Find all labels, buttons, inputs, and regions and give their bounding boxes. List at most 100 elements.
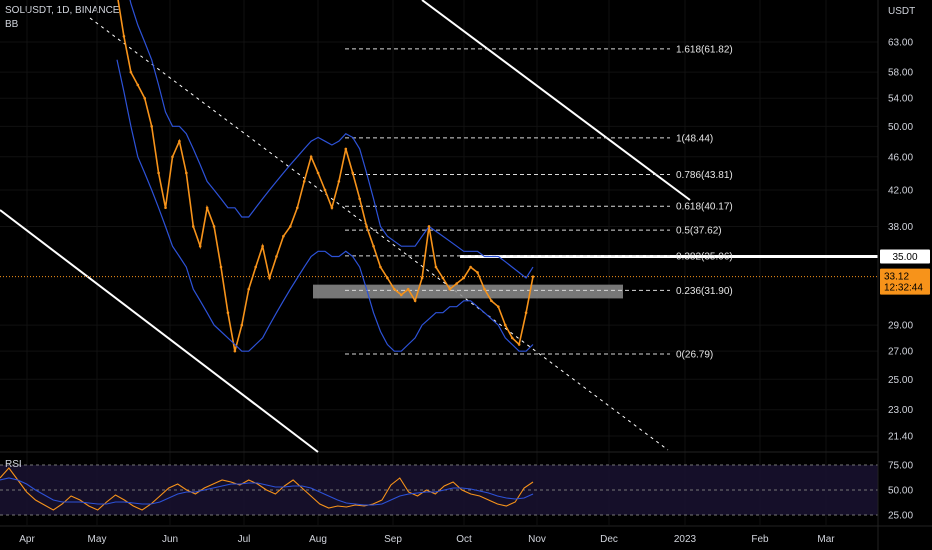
price-point — [330, 206, 334, 210]
series-line — [129, 0, 534, 279]
x-tick-label: Aug — [309, 534, 327, 545]
price-point — [129, 70, 133, 74]
x-tick-label: 2023 — [674, 534, 697, 545]
fib-level-label: 0.236(31.90) — [676, 286, 733, 297]
resistance-tag — [880, 249, 930, 264]
last-price-label: 33.12 — [884, 272, 909, 283]
price-point — [490, 299, 493, 303]
price-point — [136, 83, 140, 87]
y-tick-label: 25.00 — [888, 375, 913, 386]
price-point — [462, 276, 465, 280]
fib-level-label: 1.618(61.82) — [676, 44, 733, 55]
x-tick-label: May — [88, 534, 107, 545]
price-point — [212, 225, 216, 228]
channel-lower-line — [0, 209, 319, 453]
fib-level-label: 1(48.44) — [676, 133, 713, 144]
price-point — [247, 287, 251, 291]
indicator-label: BB — [5, 19, 19, 30]
fib-level-label: 0.786(43.81) — [676, 170, 733, 181]
price-point — [268, 276, 271, 280]
y-tick-label: 54.00 — [888, 94, 913, 105]
price-point — [150, 125, 153, 128]
price-point — [323, 188, 327, 192]
fib-retracement: 1.618(61.82) 1(48.44) 0.786(43.81) 0.618(40… — [345, 44, 733, 361]
countdown-label: 12:32:44 — [884, 283, 923, 294]
resistance-tag-label: 35.00 — [892, 252, 917, 263]
y-tick-label: 23.00 — [888, 405, 913, 416]
price-point — [399, 293, 403, 297]
price-point — [406, 287, 410, 291]
x-tick-label: Mar — [817, 534, 835, 545]
price-point — [337, 180, 341, 183]
y-tick-label: 50.00 — [888, 122, 913, 133]
price-point — [441, 276, 445, 280]
y-tick-label: 46.00 — [888, 152, 913, 163]
time-axis[interactable]: Apr May Jun Jul Aug Sep Oct Nov Dec 2023 Feb Mar — [19, 534, 835, 545]
rsi-level-label: 50.00 — [888, 486, 913, 497]
x-tick-label: Dec — [600, 534, 618, 545]
last-price-tag — [880, 268, 930, 295]
rsi-level-label: 25.00 — [888, 511, 913, 522]
price-point — [448, 287, 452, 291]
price-point — [413, 299, 417, 303]
price-point — [503, 323, 507, 327]
price-point — [344, 147, 348, 151]
price-point — [497, 305, 500, 309]
y-tick-label: 27.00 — [888, 347, 913, 358]
series-line — [116, 59, 534, 352]
price-point — [157, 171, 160, 175]
price-axis[interactable]: 63.00 58.00 54.00 50.00 46.00 42.00 38.00 29.00… — [877, 0, 930, 550]
price-point — [295, 206, 299, 210]
price-point — [510, 336, 514, 340]
y-tick-label: 38.00 — [888, 222, 913, 233]
price-point — [198, 244, 202, 248]
price-point — [316, 171, 320, 175]
x-tick-label: Jun — [162, 534, 178, 545]
price-point — [476, 271, 479, 274]
price-point — [289, 225, 292, 228]
support-zone — [313, 284, 623, 299]
price-point — [455, 282, 459, 285]
fib-level-label: 0(26.79) — [676, 350, 713, 361]
rsi-label: RSI — [5, 459, 22, 470]
drawings-layer — [0, 0, 878, 453]
dashed-trendline — [89, 17, 669, 451]
price-point — [185, 171, 188, 175]
price-point — [191, 225, 195, 228]
price-point — [226, 311, 230, 315]
price-point — [434, 265, 438, 269]
price-point — [469, 265, 472, 269]
fib-level-label: 0.382(35.06) — [676, 251, 733, 262]
price-point — [205, 206, 209, 210]
price-point — [365, 225, 368, 228]
price-point — [517, 343, 521, 346]
price-point — [254, 265, 257, 269]
price-point — [275, 255, 278, 258]
rsi-level-label: 75.00 — [888, 461, 913, 472]
rsi-series-line — [0, 467, 534, 511]
price-point — [143, 96, 147, 100]
fib-level-label: 0.618(40.17) — [676, 202, 733, 213]
price-point — [282, 234, 285, 238]
rsi-panel: 75.00 50.00 25.00 — [0, 461, 913, 522]
price-point — [219, 265, 223, 269]
price-point — [309, 155, 313, 159]
price-point — [178, 139, 181, 143]
price-point — [240, 323, 244, 327]
price-point — [351, 171, 355, 175]
chart-title: SOLUSDT, 1D, BINANCE — [5, 5, 120, 16]
fib-level-label: 0.5(37.62) — [676, 226, 722, 237]
y-tick-label: 63.00 — [888, 38, 913, 49]
series-line — [117, 0, 534, 352]
price-point — [379, 265, 382, 269]
price-point — [524, 311, 528, 315]
price-point — [427, 225, 431, 228]
price-point — [164, 206, 167, 210]
currency-label: USDT — [888, 6, 915, 17]
y-tick-label: 21.40 — [888, 432, 913, 443]
price-point — [531, 275, 535, 278]
y-tick-label: 42.00 — [888, 185, 913, 196]
price-point — [261, 244, 264, 248]
price-point — [483, 287, 486, 291]
